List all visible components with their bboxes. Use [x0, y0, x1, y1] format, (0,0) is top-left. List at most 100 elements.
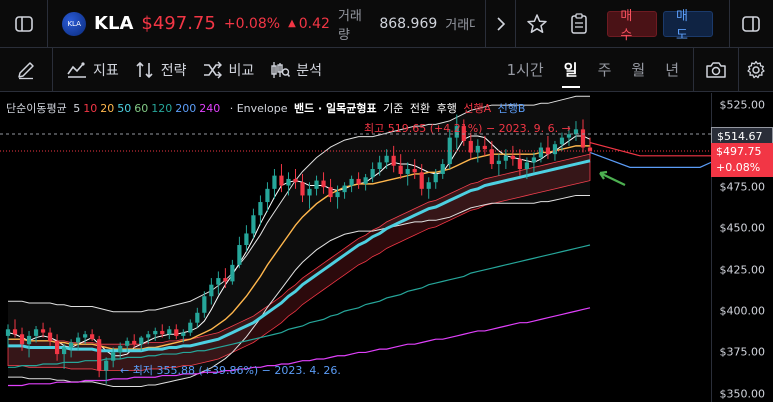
star-icon[interactable]: [516, 0, 557, 48]
gear-icon[interactable]: [739, 48, 773, 92]
strategy-button[interactable]: 전략: [127, 48, 195, 92]
high-annotation: 최고 519.65 (+4.21%) − 2023. 9. 6. →: [364, 120, 571, 136]
candle: [335, 185, 340, 209]
candle: [566, 126, 572, 146]
analysis-label: 분석: [296, 62, 323, 79]
chevron-right-icon[interactable]: [486, 0, 516, 48]
ma-period-20: 20: [100, 102, 115, 115]
candle: [496, 154, 501, 176]
candle: [286, 172, 291, 196]
sidebar-toggle-icon[interactable]: [0, 0, 47, 48]
low-annotation-text: 최저 355.88 (+39.86%) − 2023. 4. 26.: [132, 364, 341, 377]
compare-button[interactable]: 비교: [195, 48, 263, 92]
candle: [216, 271, 221, 295]
up-triangle-icon: ▲: [288, 18, 296, 29]
ma-period-200: 200: [175, 102, 197, 115]
timeframe-day[interactable]: 일: [554, 48, 588, 92]
price-tick: $525.00: [719, 98, 766, 112]
sell-button[interactable]: 매도: [662, 9, 713, 43]
indicator-legend: 단순이동평균 5 10 20 50 60 120 200 240 · Envelope 밴드 …: [6, 100, 528, 116]
camera-icon[interactable]: [694, 48, 738, 92]
candle: [279, 164, 284, 193]
candle: [265, 182, 270, 212]
candle: [342, 182, 347, 199]
timeframe-week[interactable]: 주: [597, 61, 612, 79]
candle: [538, 142, 544, 163]
hover-price-label: $514.67: [711, 127, 773, 144]
price-tick: $350.00: [719, 387, 766, 401]
candle: [97, 335, 102, 378]
chart-toolbar: 지표 전략 비교 분석 1시간 일 주 월 년: [0, 47, 773, 92]
indicators-button[interactable]: 지표: [59, 48, 127, 92]
candle: [202, 291, 207, 318]
candle: [419, 164, 424, 196]
company-logo: KLA: [62, 11, 87, 36]
timeframe-month[interactable]: 월: [631, 61, 646, 79]
candle: [559, 132, 565, 151]
right-panel-toggle-icon[interactable]: [730, 0, 773, 48]
clipboard-icon[interactable]: [558, 0, 599, 48]
last-price-value: $497.75: [716, 145, 762, 158]
high-annotation-text: 최고 519.65 (+4.21%) − 2023. 9. 6.: [364, 122, 559, 135]
candle: [293, 169, 298, 189]
last-price: $497.75: [141, 13, 216, 34]
candle: [223, 268, 228, 288]
envelope-upper: [8, 95, 590, 313]
ichimoku-lagging: 후행: [436, 102, 457, 115]
price-tick: $475.00: [719, 180, 766, 194]
candle: [90, 329, 95, 341]
candle: [573, 121, 579, 141]
candle: [482, 135, 487, 156]
symbol-name[interactable]: KLA: [94, 13, 134, 34]
last-price-change: +0.08%: [716, 161, 761, 174]
candle: [139, 335, 144, 351]
candle: [510, 145, 515, 166]
volume-label: 거래량: [337, 8, 362, 43]
compare-icon: [203, 61, 222, 78]
candle: [237, 236, 242, 269]
compare-label: 비교: [228, 62, 255, 79]
chart-area[interactable]: [0, 93, 773, 402]
volume-value: 868.969: [379, 15, 438, 32]
candle: [54, 334, 60, 361]
lead-a-extension: [589, 141, 711, 157]
candle: [328, 178, 333, 203]
candle: [132, 334, 137, 348]
indicators-icon: [67, 61, 86, 78]
candle: [118, 342, 123, 360]
candle: [230, 259, 235, 285]
candle: [433, 169, 438, 189]
arrow-left-icon: ←: [120, 364, 130, 377]
price-tick: $400.00: [719, 304, 766, 318]
turnover-label: 거래대: [445, 18, 475, 33]
band-label: 밴드 · 일목균형표: [293, 102, 377, 115]
candle: [356, 172, 361, 189]
candle: [181, 329, 186, 343]
divider: [728, 0, 730, 48]
pencil-icon[interactable]: [0, 48, 52, 92]
candle: [552, 140, 558, 161]
ichimoku-lead-b: 선행B: [497, 102, 526, 115]
candle: [251, 208, 256, 239]
candle: [426, 177, 431, 199]
candle: [384, 149, 389, 170]
candle: [111, 347, 116, 368]
candle: [76, 332, 81, 351]
candle: [517, 149, 522, 176]
candle: [61, 344, 67, 369]
divider: [52, 47, 53, 92]
ma-period-60: 60: [134, 102, 149, 115]
candle: [405, 162, 410, 186]
candle: [40, 322, 46, 338]
candle: [377, 155, 382, 176]
envelope-label: · Envelope: [229, 102, 288, 115]
arrow-right-icon: →: [561, 122, 571, 135]
candle: [209, 278, 214, 305]
lead-b-extension: [589, 151, 711, 168]
timeframe-year[interactable]: 년: [665, 61, 679, 79]
candle: [272, 169, 277, 199]
analysis-button[interactable]: 분석: [262, 48, 330, 92]
buy-button[interactable]: 매수: [607, 9, 657, 43]
change-percent: +0.08%: [223, 15, 281, 32]
timeframe-1h[interactable]: 1시간: [506, 61, 544, 79]
